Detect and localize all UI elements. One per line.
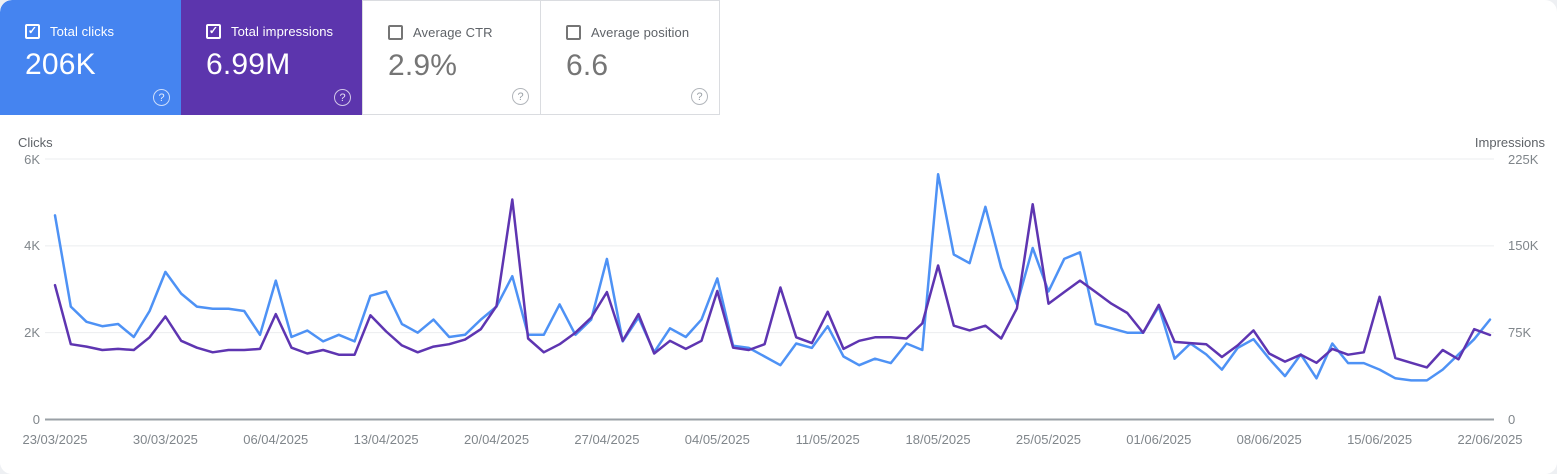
performance-chart-svg <box>45 158 1494 421</box>
total-impressions-label: Total impressions <box>231 24 334 39</box>
x-axis-date-label: 30/03/2025 <box>132 432 198 447</box>
left-axis-tick-label: 0 <box>32 412 40 427</box>
x-axis-date-label: 13/04/2025 <box>353 432 419 447</box>
card-total-impressions-header: ✓ Total impressions <box>206 24 362 39</box>
series-line-clicks[interactable] <box>53 172 1492 382</box>
x-axis-date-label: 27/04/2025 <box>574 432 640 447</box>
average-position-label: Average position <box>591 25 690 40</box>
x-axis-date-label: 15/06/2025 <box>1347 432 1413 447</box>
average-ctr-value: 2.9% <box>388 49 458 82</box>
card-average-ctr-header: Average CTR <box>388 25 540 40</box>
help-icon[interactable]: ? <box>512 88 529 105</box>
x-axis-date-label: 08/06/2025 <box>1236 432 1302 447</box>
x-axis-date-label: 23/03/2025 <box>22 432 88 447</box>
total-clicks-label: Total clicks <box>50 24 115 39</box>
card-total-clicks-header: ✓ Total clicks <box>25 24 181 39</box>
x-axis-date-label: 01/06/2025 <box>1126 432 1192 447</box>
help-icon[interactable]: ? <box>334 89 351 106</box>
metric-cards-row: ✓ Total clicks 206K ? ✓ Total impression… <box>0 0 1557 115</box>
right-axis-tick-label: 225K <box>1508 151 1539 167</box>
average-position-value: 6.6 <box>566 49 609 82</box>
card-total-impressions[interactable]: ✓ Total impressions 6.99M ? <box>181 0 362 115</box>
right-axis-title: Impressions <box>1474 135 1545 150</box>
x-axis-date-label: 18/05/2025 <box>905 432 971 447</box>
right-axis-tick-label: 0 <box>1508 412 1516 427</box>
card-average-position-header: Average position <box>566 25 719 40</box>
total-clicks-value: 206K <box>25 48 96 81</box>
left-axis-tick-label: 4K <box>24 238 40 254</box>
card-average-ctr[interactable]: Average CTR 2.9% ? <box>362 0 541 115</box>
average-position-checkbox[interactable] <box>566 25 581 40</box>
x-axis-date-label: 22/06/2025 <box>1457 432 1523 447</box>
left-axis-title: Clicks <box>18 135 53 150</box>
left-axis-tick-label: 6K <box>24 151 40 167</box>
total-impressions-checkbox[interactable]: ✓ <box>206 24 221 39</box>
x-axis-date-label: 20/04/2025 <box>463 432 530 447</box>
x-axis-date-label: 04/05/2025 <box>684 432 750 447</box>
help-icon[interactable]: ? <box>691 88 708 105</box>
average-ctr-checkbox[interactable] <box>388 25 403 40</box>
x-axis-date-label: 25/05/2025 <box>1015 432 1081 447</box>
total-impressions-value: 6.99M <box>206 48 291 81</box>
right-axis-tick-label: 150K <box>1508 238 1539 254</box>
help-icon[interactable]: ? <box>153 89 170 106</box>
x-axis-date-label: 06/04/2025 <box>243 432 309 447</box>
x-axis-date-label: 11/05/2025 <box>795 432 860 447</box>
series-line-impressions[interactable] <box>53 198 1492 369</box>
average-ctr-label: Average CTR <box>413 25 493 40</box>
performance-chart[interactable]: Clicks Impressions 6K 4K 2K 0 225K 150K 75K 0 23… <box>0 115 1557 474</box>
card-average-position[interactable]: Average position 6.6 ? <box>541 0 720 115</box>
total-clicks-checkbox[interactable]: ✓ <box>25 24 40 39</box>
card-total-clicks[interactable]: ✓ Total clicks 206K ? <box>0 0 181 115</box>
left-axis-tick-label: 2K <box>24 325 40 341</box>
right-axis-tick-label: 75K <box>1508 325 1532 341</box>
